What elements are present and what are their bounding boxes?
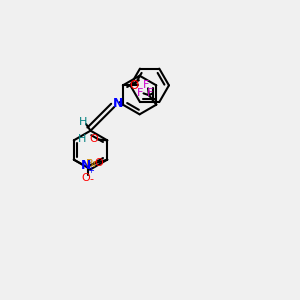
- Text: F: F: [143, 80, 149, 90]
- Text: F: F: [137, 88, 143, 98]
- Text: F: F: [147, 88, 154, 98]
- Text: O: O: [81, 173, 90, 183]
- Text: O: O: [130, 79, 139, 92]
- Text: H: H: [78, 134, 86, 144]
- Text: Br: Br: [86, 159, 98, 169]
- Text: N: N: [113, 97, 123, 110]
- Text: -: -: [90, 174, 94, 184]
- Text: N: N: [80, 159, 91, 172]
- Text: +: +: [87, 166, 94, 175]
- Text: O: O: [95, 158, 103, 168]
- Text: O: O: [89, 134, 98, 144]
- Text: H: H: [79, 117, 87, 127]
